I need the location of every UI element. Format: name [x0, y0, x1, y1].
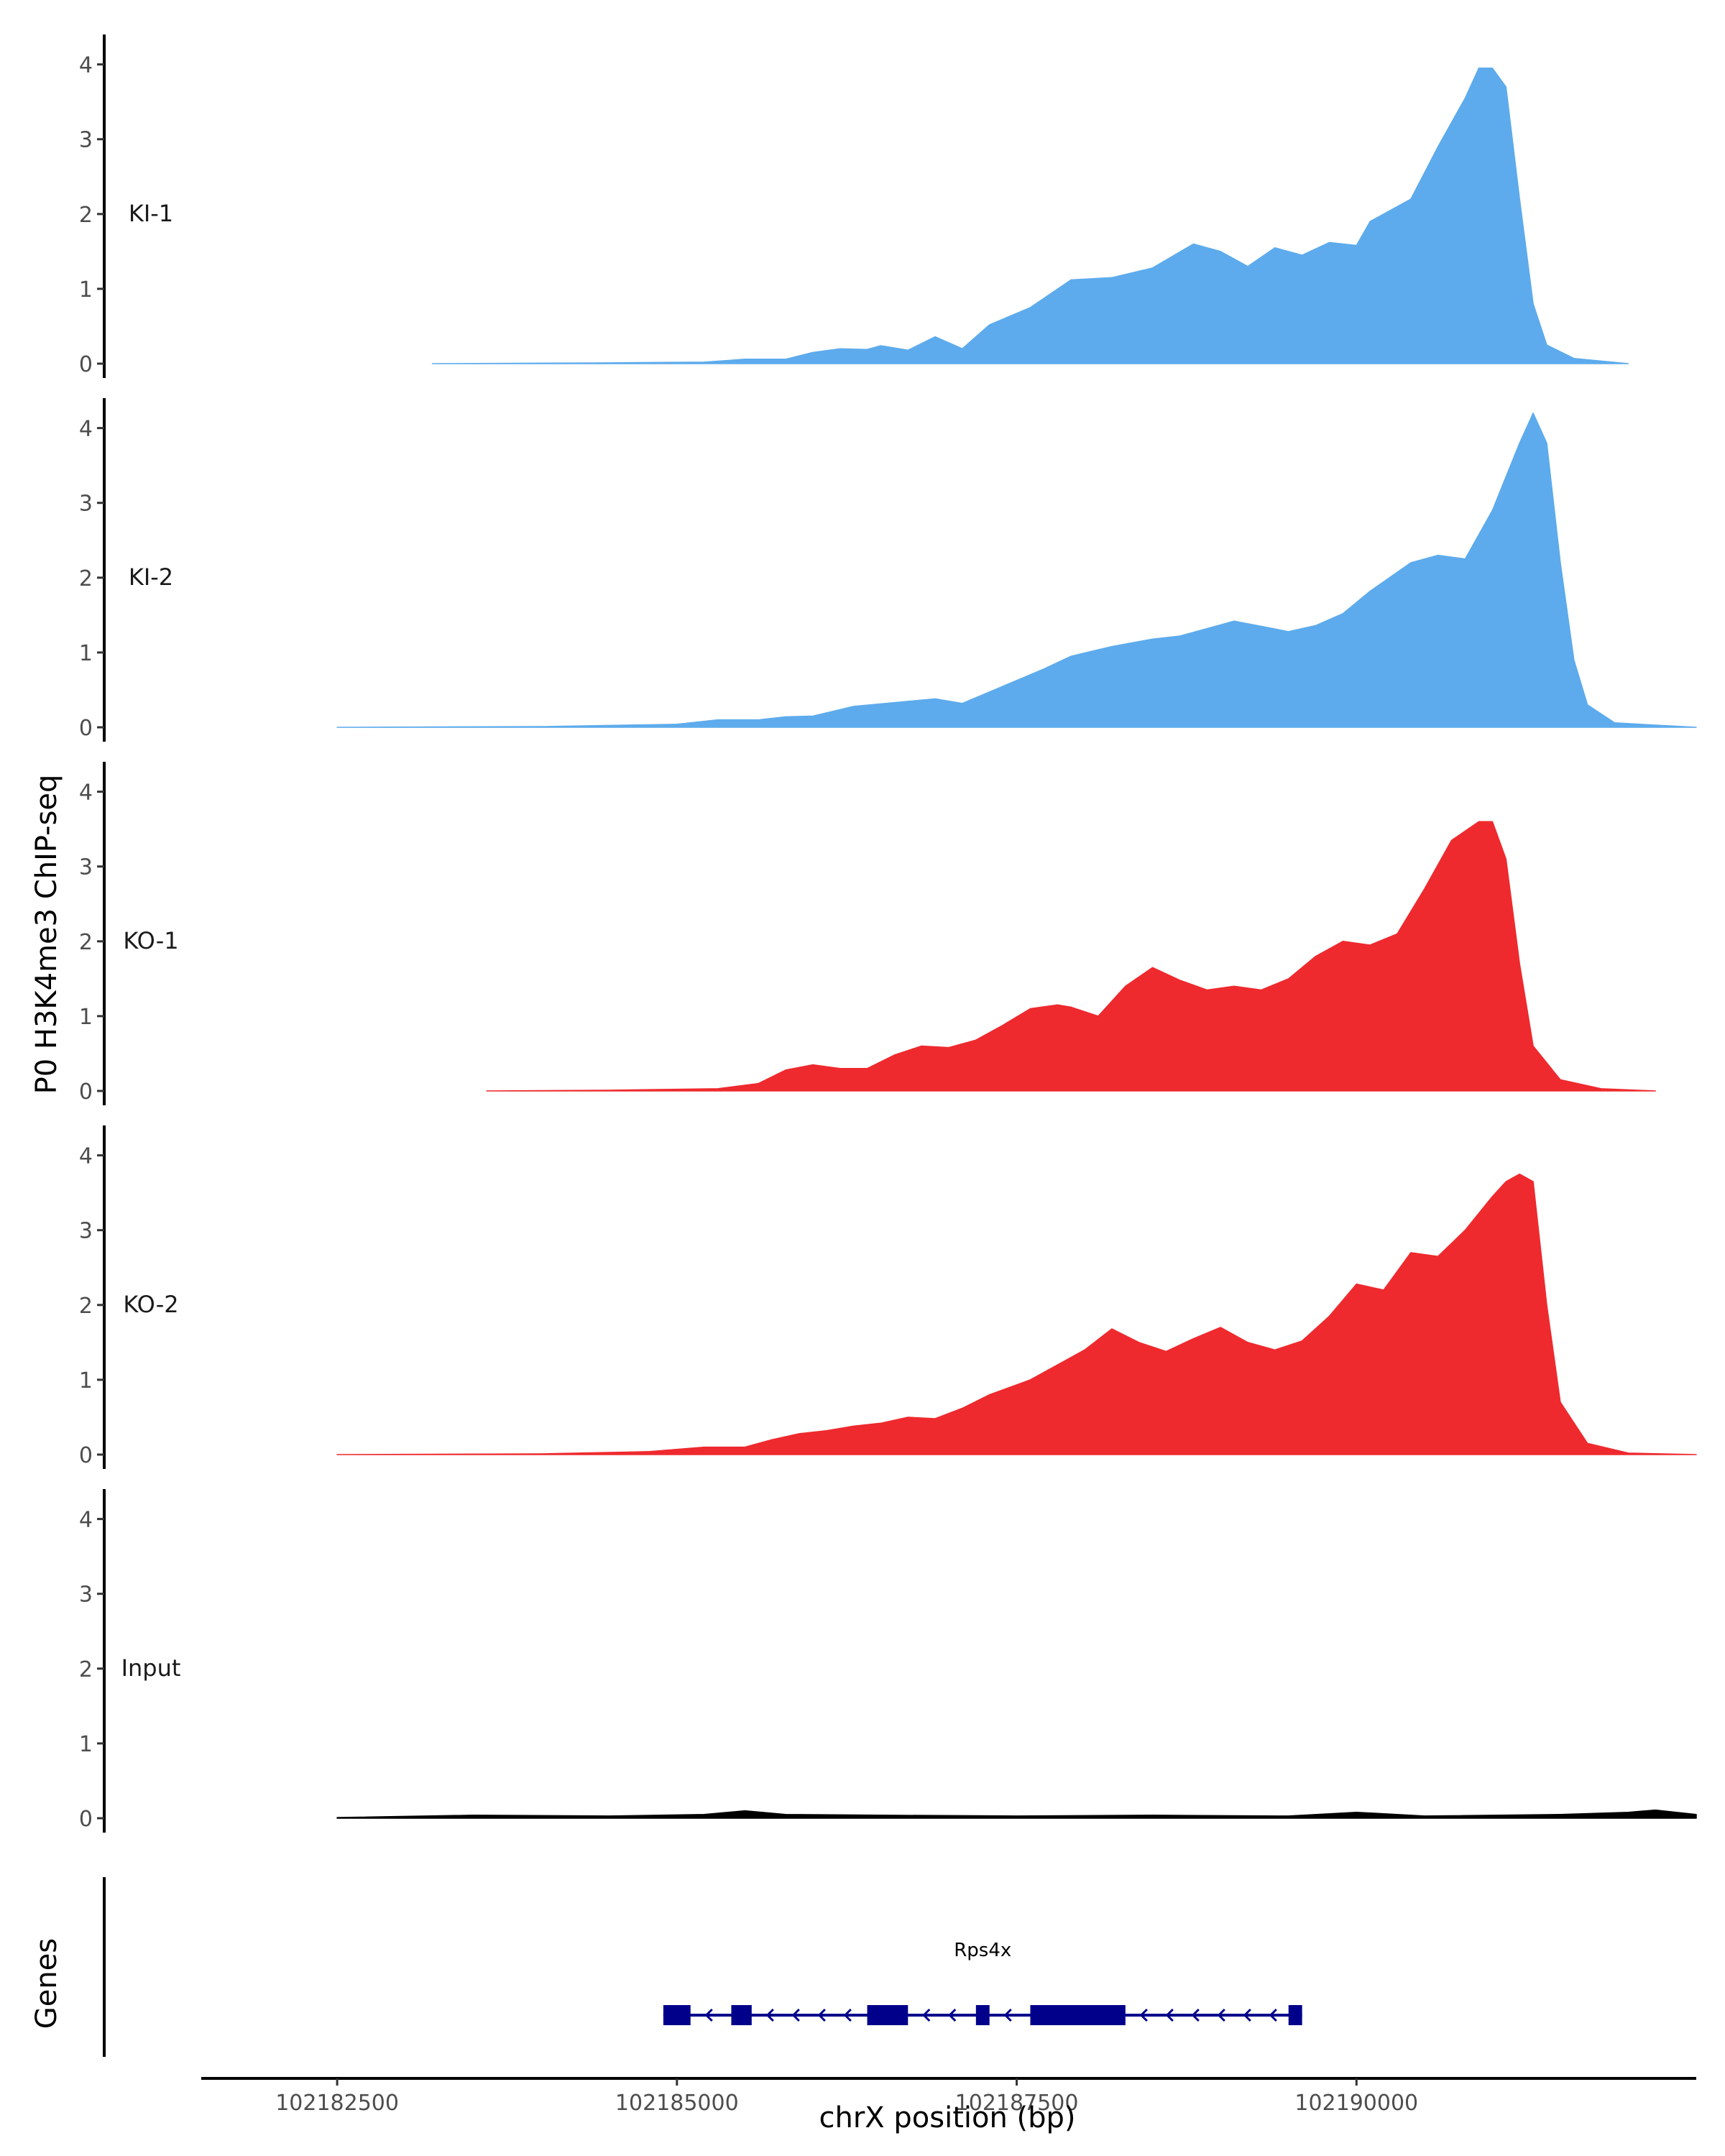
x-tick-label: 102182500: [275, 2091, 399, 2116]
track-input: 0 1 2 3 4 Input: [79, 1489, 1697, 1833]
track-label: Input: [121, 1654, 181, 1682]
x-axis-title: chrX position (bp): [819, 2101, 1075, 2134]
gene-exon: [867, 2005, 908, 2025]
y-tick-label: 4: [79, 1508, 93, 1533]
gene-exon: [975, 2005, 990, 2025]
gene-exon: [731, 2005, 752, 2025]
y-tick-label: 2: [79, 1294, 93, 1319]
track-ki-1: 0 1 2 3 4 KI-1: [79, 34, 1629, 378]
track-label: KI-1: [129, 200, 173, 227]
track-panels: 0 1 2 3 4 KI-1 0 1 2 3 4 KI-2 0 1 2 3 4 KO-1 0 1 2 3 4 KO-2 0 1 2 3…: [79, 34, 1697, 1833]
gene-name-label: Rps4x: [954, 1940, 1011, 1961]
track-label: KO-1: [123, 927, 178, 954]
track-ko-2: 0 1 2 3 4 KO-2: [79, 1125, 1697, 1469]
y-axis-title: P0 H3K4me3 ChIP-seq: [30, 775, 63, 1095]
y-tick-label: 0: [79, 716, 93, 741]
gene-panel: Rps4x: [103, 1877, 1302, 2057]
y-tick-label: 4: [79, 1144, 93, 1169]
y-tick-label: 2: [79, 203, 93, 228]
strand-arrow: [1243, 2008, 1251, 2022]
y-tick-label: 1: [79, 1005, 93, 1030]
strand-arrow: [948, 2008, 957, 2022]
x-tick-label: 102187500: [955, 2091, 1079, 2116]
y-tick-label: 3: [79, 128, 93, 153]
y-tick-label: 3: [79, 1219, 93, 1244]
y-tick-label: 2: [79, 566, 93, 591]
strand-arrow: [704, 2008, 713, 2022]
gene-exon: [1288, 2005, 1302, 2025]
x-axis: 102182500 102185000 102187500 102190000: [201, 2077, 1696, 2116]
y-tick-label: 1: [79, 1368, 93, 1393]
y-tick-label: 4: [79, 53, 93, 78]
signal-area: [336, 413, 1697, 728]
y-tick-label: 0: [79, 1807, 93, 1832]
y-tick-label: 0: [79, 1079, 93, 1105]
strand-arrow: [922, 2008, 931, 2022]
y-tick-label: 3: [79, 492, 93, 517]
strand-arrow: [1217, 2008, 1225, 2022]
strand-arrow: [1003, 2008, 1012, 2022]
strand-arrow: [1269, 2008, 1277, 2022]
signal-area: [486, 821, 1657, 1092]
y-tick-label: 1: [79, 277, 93, 303]
gene-exon: [663, 2005, 691, 2025]
strand-arrow: [1191, 2008, 1200, 2022]
genes-axis-title: Genes: [30, 1938, 63, 2029]
y-tick-label: 2: [79, 1657, 93, 1682]
y-tick-label: 0: [79, 352, 93, 377]
y-tick-label: 3: [79, 855, 93, 880]
signal-area: [431, 68, 1629, 364]
y-tick-label: 1: [79, 1732, 93, 1757]
strand-arrow: [791, 2008, 800, 2022]
y-tick-label: 2: [79, 930, 93, 955]
gene-exon: [1030, 2005, 1126, 2025]
signal-area: [336, 1809, 1697, 1819]
strand-arrow: [1165, 2008, 1174, 2022]
x-tick-label: 102185000: [615, 2091, 739, 2116]
y-tick-label: 3: [79, 1583, 93, 1608]
x-tick-label: 102190000: [1294, 2091, 1418, 2116]
strand-arrow: [1139, 2008, 1148, 2022]
signal-area: [336, 1173, 1697, 1455]
track-ko-1: 0 1 2 3 4 KO-1: [79, 762, 1657, 1105]
track-ki-2: 0 1 2 3 4 KI-2: [79, 398, 1697, 742]
y-tick-label: 4: [79, 780, 93, 806]
y-tick-label: 0: [79, 1443, 93, 1468]
track-label: KO-2: [123, 1291, 178, 1318]
strand-arrow: [843, 2008, 852, 2022]
strand-arrow: [765, 2008, 774, 2022]
track-label: KI-2: [129, 563, 173, 591]
y-tick-label: 1: [79, 641, 93, 666]
y-tick-label: 4: [79, 417, 93, 442]
strand-arrow: [817, 2008, 826, 2022]
